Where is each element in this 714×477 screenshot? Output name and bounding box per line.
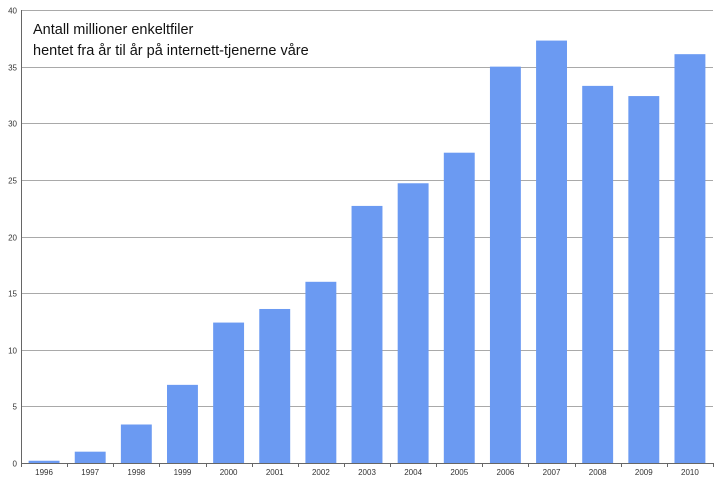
- x-tick-labels: 1996 1997 1998 1999 2000 2001 2002 2003 2004 2005…: [35, 468, 699, 477]
- bar-2002: [305, 281, 337, 463]
- y-tick-label-35: 35: [8, 64, 17, 73]
- bar-2005: [443, 152, 475, 463]
- x-tick-label-2002: 2002: [312, 468, 330, 477]
- x-tick-label-2004: 2004: [404, 468, 422, 477]
- x-tick-label-1997: 1997: [81, 468, 99, 477]
- axes: [21, 10, 714, 467]
- bar-2004: [397, 183, 429, 463]
- x-tick-label-2000: 2000: [220, 468, 238, 477]
- x-tick-label-2005: 2005: [450, 468, 468, 477]
- bar-2009: [628, 96, 660, 463]
- bar-1997: [74, 451, 106, 463]
- bar-2010: [674, 54, 706, 464]
- y-tick-label-5: 5: [13, 403, 18, 412]
- x-tick-label-2006: 2006: [497, 468, 515, 477]
- x-tick-label-2001: 2001: [266, 468, 284, 477]
- y-tick-label-20: 20: [8, 234, 17, 243]
- bar-2003: [351, 205, 383, 464]
- y-tick-label-40: 40: [8, 7, 17, 16]
- bars: [28, 40, 706, 464]
- bar-1996: [28, 460, 60, 463]
- x-tick-label-2009: 2009: [635, 468, 653, 477]
- bar-2000: [213, 322, 245, 463]
- y-tick-labels: 0 5 10 15 20 25 30 35 40: [8, 7, 17, 469]
- x-tick-label-2010: 2010: [681, 468, 699, 477]
- x-tick-label-2008: 2008: [589, 468, 607, 477]
- x-tick-label-2003: 2003: [358, 468, 376, 477]
- y-tick-label-30: 30: [8, 120, 17, 129]
- y-tick-label-10: 10: [8, 347, 17, 356]
- chart-subtitle: hentet fra år til år på internett-tjener…: [33, 43, 309, 59]
- chart-title: Antall millioner enkeltfiler: [33, 22, 194, 38]
- y-tick-label-25: 25: [8, 177, 17, 186]
- x-tick-label-2007: 2007: [543, 468, 561, 477]
- bar-2008: [582, 85, 614, 463]
- bar-1999: [167, 384, 198, 463]
- x-tick-label-1998: 1998: [127, 468, 145, 477]
- chart-title-block: Antall millioner enkeltfiler hentet fra …: [31, 20, 311, 62]
- bar-2001: [259, 308, 291, 463]
- bar-1998: [120, 424, 152, 463]
- bar-2006: [489, 66, 521, 464]
- y-tick-label-0: 0: [13, 460, 18, 469]
- x-tick-label-1996: 1996: [35, 468, 53, 477]
- y-tick-label-15: 15: [8, 290, 17, 299]
- bar-2007: [536, 40, 567, 463]
- x-tick-label-1999: 1999: [174, 468, 192, 477]
